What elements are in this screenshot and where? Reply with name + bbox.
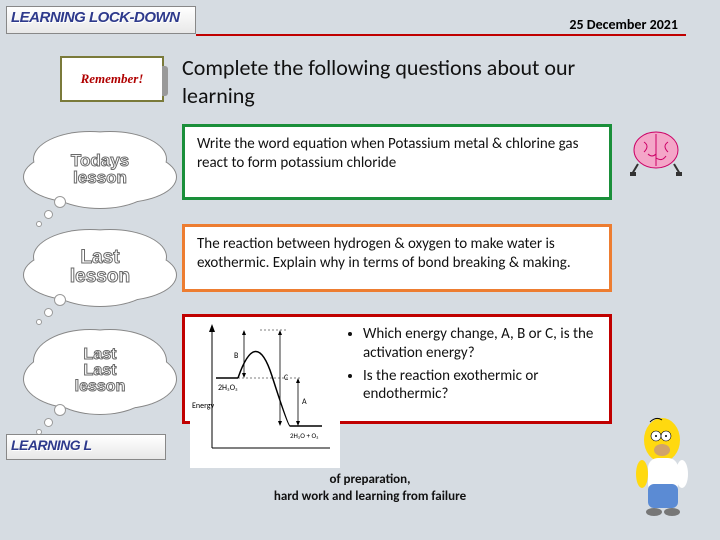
- question-bullet: Is the reaction exothermic or endothermi…: [363, 367, 597, 405]
- energy-profile-diagram: Energy B C A 2H₂O₂ 2H₂O + O₂: [190, 318, 340, 468]
- quote-line: hard work and learning from failure: [274, 489, 466, 504]
- cloud-label: Last: [80, 247, 119, 268]
- homer-cartoon-icon: [622, 412, 700, 516]
- question-box-2: The reaction between hydrogen & oxygen t…: [182, 224, 612, 292]
- cloud-label: lesson: [75, 378, 126, 395]
- header-underline: [196, 34, 686, 36]
- arrow-label-b: B: [234, 351, 239, 361]
- axis-label: Energy: [192, 401, 215, 411]
- cloud-last-lesson: Lastlesson: [40, 236, 160, 298]
- cloud-last-last-lesson: LastLastlesson: [40, 336, 160, 406]
- arrow-label-a: A: [302, 397, 307, 407]
- question-bullet-list: Which energy change, A, B or C, is the a…: [345, 325, 597, 404]
- page-title: Complete the following questions about o…: [182, 54, 642, 109]
- cloud-tail-icon: [36, 196, 66, 227]
- question-text: The reaction between hydrogen & oxygen t…: [197, 235, 571, 272]
- quote-line: of preparation,: [330, 472, 411, 487]
- learning-lockdown-footer-banner: LEARNING L: [6, 434, 166, 460]
- cloud-label: lesson: [73, 168, 127, 187]
- date-label: 25 December 2021: [569, 16, 678, 33]
- cloud-label: lesson: [70, 266, 130, 287]
- reactant-label: 2H₂O₂: [218, 383, 238, 393]
- footer-quote: of preparation, hard work and learning f…: [190, 472, 550, 506]
- brain-icon: [630, 128, 682, 178]
- product-label: 2H₂O + O₂: [290, 431, 319, 440]
- question-text: Write the word equation when Potassium m…: [197, 135, 578, 172]
- arrow-label-c: C: [284, 373, 289, 383]
- learning-lockdown-banner: LEARNING LOCK-DOWN: [6, 6, 196, 34]
- cloud-label: LastLast: [84, 346, 117, 379]
- cloud-tail-icon: [36, 294, 66, 325]
- cloud-tail-icon: [36, 404, 66, 435]
- remember-badge: Remember!: [60, 56, 164, 102]
- cloud-todays-lesson: Todayslesson: [40, 138, 160, 200]
- question-box-1: Write the word equation when Potassium m…: [182, 124, 612, 200]
- question-bullet: Which energy change, A, B or C, is the a…: [363, 325, 597, 363]
